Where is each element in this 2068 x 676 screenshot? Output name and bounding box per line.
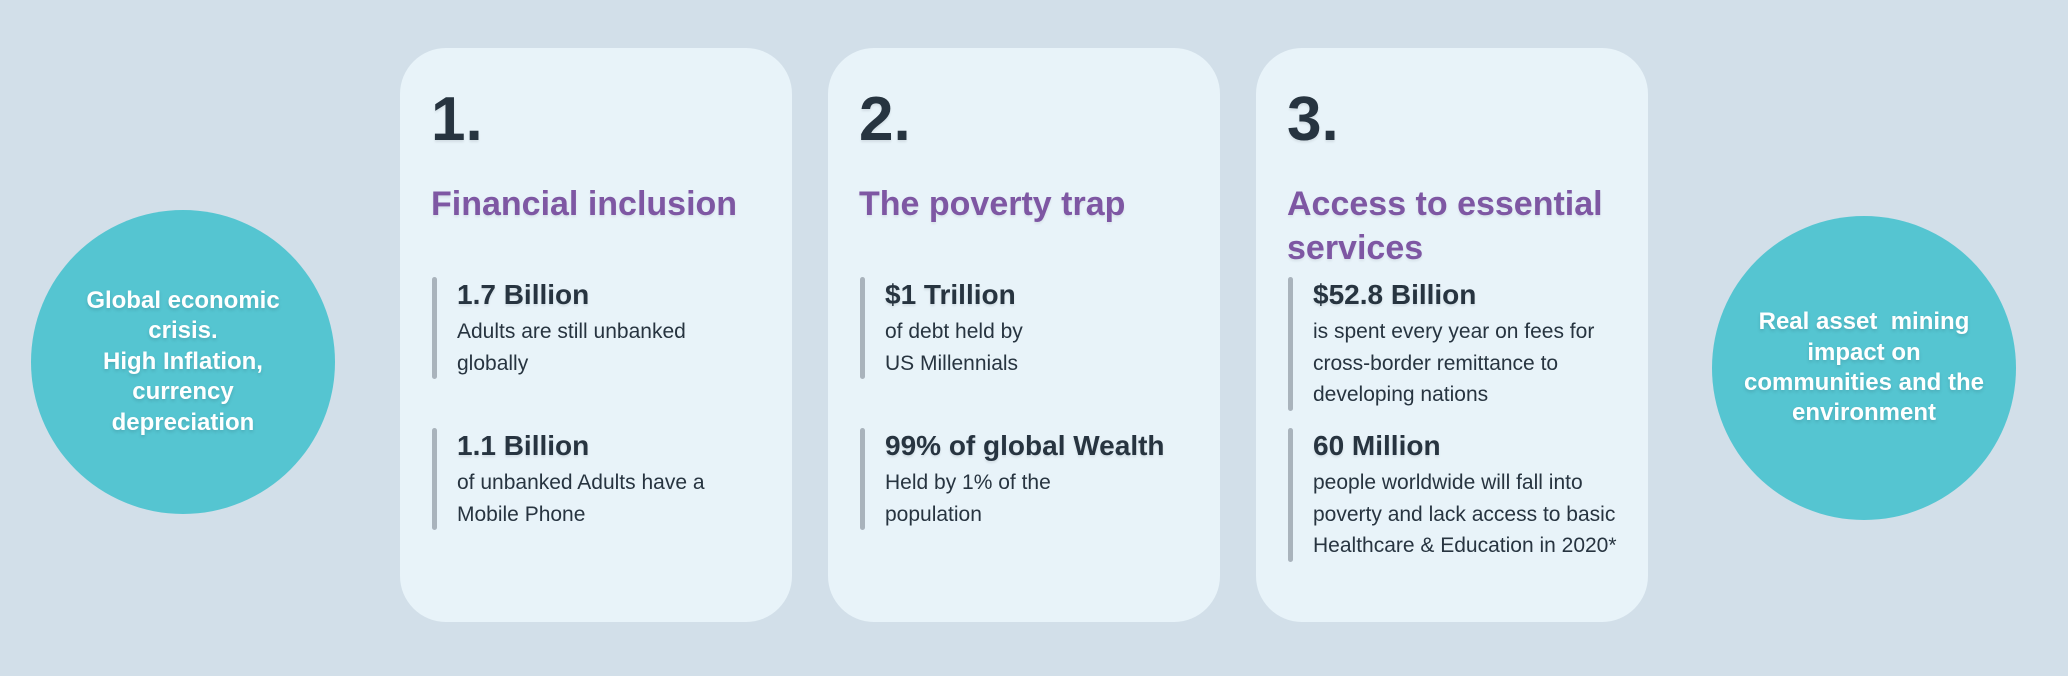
stat-poverty-access: 60 Million people worldwide will fall in… [1288, 428, 1634, 562]
stat-accent-bar [1288, 277, 1293, 411]
stat-value: 1.7 Billion [457, 279, 590, 310]
global-crisis-circle-text: Global economic crisis. High Inflation, … [86, 286, 280, 436]
stat-remittance-fees: $52.8 Billion is spent every year on fee… [1288, 277, 1634, 411]
card-title: Access to essential services [1287, 185, 1603, 268]
stat-mobile-phone: 1.1 Billion of unbanked Adults have a Mo… [432, 428, 778, 531]
mining-impact-circle-text: Real asset mining impact on communities … [1743, 308, 1985, 427]
card-number: 2. [859, 85, 911, 154]
card-poverty-trap: 2. The poverty trap $1 Trillion of debt … [828, 48, 1220, 622]
card-number: 3. [1287, 85, 1339, 154]
stat-text: 1.1 Billion of unbanked Adults have a Mo… [457, 428, 705, 530]
card-financial-inclusion: 1. Financial inclusion 1.7 Billion Adult… [400, 48, 792, 622]
stat-accent-bar [432, 428, 437, 531]
stat-unbanked-adults: 1.7 Billion Adults are still unbanked gl… [432, 277, 778, 380]
stat-text: $52.8 Billion is spent every year on fee… [1313, 277, 1594, 411]
stat-text: 60 Million people worldwide will fall in… [1313, 428, 1617, 562]
stat-value: 60 Million [1313, 430, 1441, 461]
stat-accent-bar [860, 428, 865, 531]
card-title: The poverty trap [859, 185, 1126, 223]
stat-text: 1.7 Billion Adults are still unbanked gl… [457, 277, 686, 379]
mining-impact-circle: Real asset mining impact on communities … [1712, 216, 2016, 520]
stat-description: people worldwide will fall into poverty … [1313, 471, 1617, 558]
card-essential-services: 3. Access to essential services $52.8 Bi… [1256, 48, 1648, 622]
stat-global-wealth: 99% of global Wealth Held by 1% of the p… [860, 428, 1206, 531]
stat-description: is spent every year on fees for cross-bo… [1313, 320, 1595, 407]
stat-text: 99% of global Wealth Held by 1% of the p… [885, 428, 1165, 530]
stat-description: of unbanked Adults have a Mobile Phone [457, 471, 705, 526]
stat-description: Adults are still unbanked globally [457, 320, 686, 375]
stat-value: 99% of global Wealth [885, 430, 1165, 461]
stat-accent-bar [432, 277, 437, 380]
stat-accent-bar [1288, 428, 1293, 562]
global-crisis-circle: Global economic crisis. High Inflation, … [31, 210, 335, 514]
stat-millennial-debt: $1 Trillion of debt held by US Millennia… [860, 277, 1206, 380]
card-title: Financial inclusion [431, 185, 738, 223]
stat-description: of debt held by US Millennials [885, 320, 1023, 375]
card-number: 1. [431, 85, 483, 154]
stat-value: $52.8 Billion [1313, 279, 1477, 310]
stat-value: $1 Trillion [885, 279, 1016, 310]
stat-text: $1 Trillion of debt held by US Millennia… [885, 277, 1023, 379]
stat-value: 1.1 Billion [457, 430, 590, 461]
stat-description: Held by 1% of the population [885, 471, 1051, 526]
stat-accent-bar [860, 277, 865, 380]
